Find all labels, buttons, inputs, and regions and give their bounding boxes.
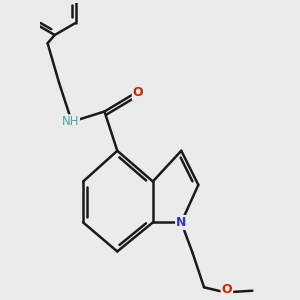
Text: O: O [133, 86, 143, 100]
Text: O: O [221, 283, 232, 296]
Text: NH: NH [61, 115, 79, 128]
Text: N: N [176, 216, 187, 229]
